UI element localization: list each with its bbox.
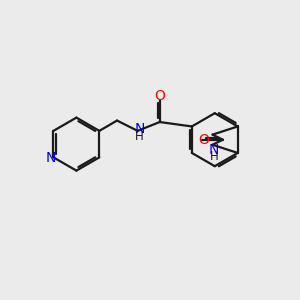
Text: N: N <box>134 122 145 136</box>
Text: O: O <box>154 88 165 103</box>
Text: O: O <box>198 133 209 147</box>
Text: H: H <box>135 130 144 143</box>
Text: H: H <box>210 150 218 163</box>
Text: N: N <box>46 151 56 165</box>
Text: N: N <box>209 143 219 157</box>
